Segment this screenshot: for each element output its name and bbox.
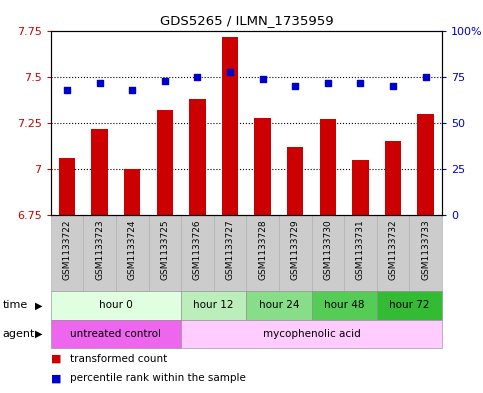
Bar [385,141,401,215]
Point [128,87,136,93]
Text: hour 72: hour 72 [389,300,429,310]
Bar [91,129,108,215]
Point [226,69,234,75]
Point [194,74,201,81]
Point [291,83,299,90]
Text: hour 48: hour 48 [324,300,364,310]
Text: mycophenolic acid: mycophenolic acid [263,329,360,339]
Bar [189,99,206,215]
Bar [124,169,141,215]
Bar [287,147,303,215]
Text: transformed count: transformed count [70,354,167,364]
Point [324,79,332,86]
Bar [320,119,336,215]
Text: hour 12: hour 12 [194,300,234,310]
Text: percentile rank within the sample: percentile rank within the sample [70,373,246,383]
Bar [417,114,434,215]
Bar [255,118,271,215]
Text: time: time [2,300,28,310]
Text: agent: agent [2,329,35,339]
Point [422,74,429,81]
Text: hour 0: hour 0 [99,300,133,310]
Bar [156,110,173,215]
Text: ▶: ▶ [35,300,43,310]
Point [259,76,267,82]
Text: ■: ■ [51,373,61,383]
Point [161,78,169,84]
Text: untreated control: untreated control [71,329,161,339]
Text: ■: ■ [51,354,61,364]
Point [96,79,103,86]
Bar [352,160,369,215]
Text: ▶: ▶ [35,329,43,339]
Point [356,79,364,86]
Title: GDS5265 / ILMN_1735959: GDS5265 / ILMN_1735959 [159,15,333,28]
Bar [59,158,75,215]
Bar [222,37,238,215]
Point [389,83,397,90]
Text: hour 24: hour 24 [259,300,299,310]
Point [63,87,71,93]
